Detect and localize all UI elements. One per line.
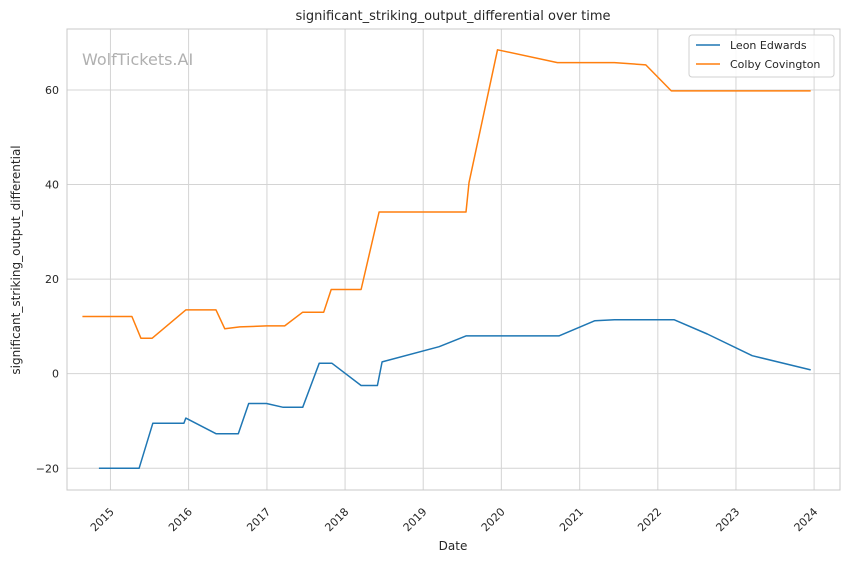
x-tick-label: 2018	[322, 505, 351, 534]
x-tick-label: 2020	[479, 505, 508, 534]
x-tick-label: 2021	[557, 505, 586, 534]
y-tick-label: 20	[45, 273, 59, 286]
series-layer	[82, 49, 811, 470]
y-tick-label: 0	[52, 368, 59, 381]
legend-entry: Leon Edwards	[730, 39, 807, 52]
legend-box	[688, 34, 835, 78]
y-tick-label: 60	[45, 84, 59, 97]
x-tick-label: 2015	[88, 505, 117, 534]
x-tick-label: 2023	[713, 505, 742, 534]
grid-layer	[67, 29, 840, 490]
y-tick-labels: −20 0 20 40 60	[36, 84, 59, 475]
chart-title: significant_striking_output_differential…	[296, 9, 611, 24]
y-tick-label: 40	[45, 179, 59, 192]
plot-frame	[66, 28, 841, 491]
x-tick-label: 2016	[166, 505, 195, 534]
x-tick-label: 2024	[792, 505, 821, 534]
x-tick-label: 2022	[635, 505, 664, 534]
legend: Leon Edwards Colby Covington	[688, 34, 835, 78]
series-line-2	[82, 49, 811, 339]
x-tick-labels: 2015 2016 2017 2018 2019 2020 2021 2022 2023 2024	[88, 505, 821, 534]
x-axis-label: Date	[439, 539, 468, 553]
x-tick-label: 2019	[401, 505, 430, 534]
legend-entry: Colby Covington	[730, 58, 820, 71]
series-line-1	[98, 319, 811, 470]
y-tick-label: −20	[36, 462, 59, 475]
x-tick-label: 2017	[244, 505, 273, 534]
watermark: WolfTickets.AI	[82, 50, 193, 69]
y-axis-label: significant_striking_output_differential	[9, 145, 23, 374]
